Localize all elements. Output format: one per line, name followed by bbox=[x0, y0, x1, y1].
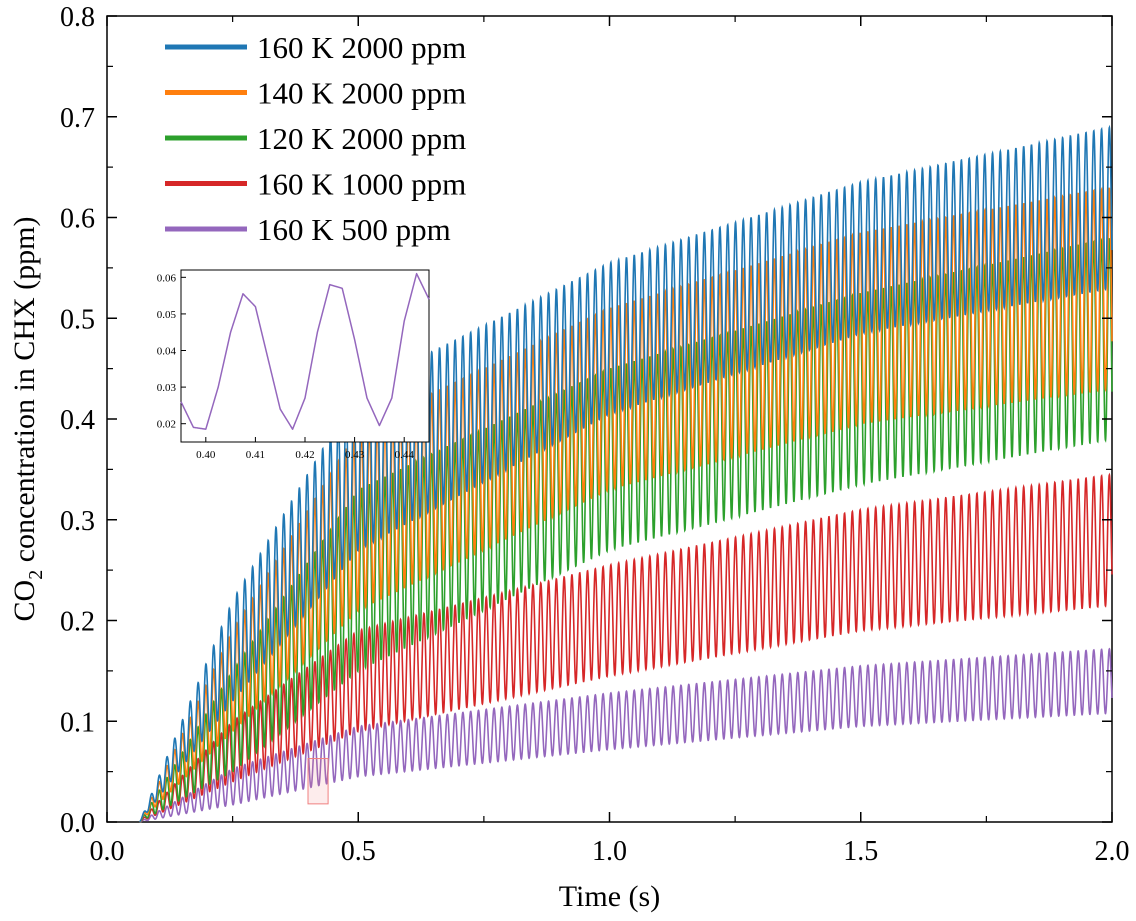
main-plot: 0.0 0.5 1.0 1.5 2.0 0.0 0.1 0.2 0.3 0.4 0.5 0.6 0.7 0… bbox=[60, 2, 1130, 867]
series-line bbox=[139, 237, 1113, 823]
series-line bbox=[139, 186, 1113, 823]
inset-y-tick-label: 0.06 bbox=[157, 272, 177, 284]
inset-axes-layer: 0.40 0.41 0.42 0.43 0.44 0.02 0.03 0.04 0.05 0.06 bbox=[157, 272, 415, 461]
legend-label: 120 K 2000 ppm bbox=[257, 121, 466, 156]
x-tick-label: 0.5 bbox=[341, 836, 376, 867]
y-tick-label: 0.2 bbox=[60, 607, 95, 638]
y-tick-label: 0.5 bbox=[60, 304, 95, 335]
x-tick-label: 1.5 bbox=[843, 836, 878, 867]
y-tick-label: 0.0 bbox=[60, 808, 95, 839]
legend-label: 160 K 2000 ppm bbox=[257, 30, 466, 65]
y-tick-label: 0.3 bbox=[60, 506, 95, 537]
legend-label: 140 K 2000 ppm bbox=[257, 76, 466, 111]
x-tick-label: 2.0 bbox=[1095, 836, 1130, 867]
x-tick-label: 1.0 bbox=[592, 836, 627, 867]
y-axis-label-rest: concentration in CHX (ppm) bbox=[8, 217, 41, 570]
inset-y-tick-label: 0.05 bbox=[157, 309, 177, 321]
inset-x-tick-label: 0.41 bbox=[246, 449, 265, 461]
inset-series-layer bbox=[180, 272, 430, 430]
legend-label: 160 K 1000 ppm bbox=[257, 167, 466, 202]
series-line bbox=[139, 472, 1113, 823]
y-tick-label: 0.7 bbox=[60, 103, 95, 134]
y-tick-label: 0.6 bbox=[60, 204, 95, 235]
y-tick-label: 0.1 bbox=[60, 707, 95, 738]
axes-layer: 0.0 0.5 1.0 1.5 2.0 0.0 0.1 0.2 0.3 0.4 0.5 0.6 0.7 0… bbox=[60, 2, 1130, 867]
inset-frame bbox=[180, 269, 430, 443]
zoom-highlight-box bbox=[307, 758, 329, 805]
y-tick-label: 0.4 bbox=[60, 405, 95, 436]
y-axis-label-main: CO bbox=[8, 580, 41, 622]
inset-plot: 0.40 0.41 0.42 0.43 0.44 0.02 0.03 0.04 0.05 0.06 bbox=[157, 269, 430, 461]
y-axis-label-subscript: 2 bbox=[25, 570, 47, 580]
inset-x-tick-label: 0.44 bbox=[395, 449, 415, 461]
series-line bbox=[139, 647, 1113, 823]
svg-text:CO2 concentration in CHX (ppm): CO2 concentration in CHX (ppm) bbox=[8, 217, 47, 622]
inset-y-tick-label: 0.03 bbox=[157, 382, 177, 394]
series-line bbox=[139, 124, 1113, 823]
legend: 160 K 2000 ppm 140 K 2000 ppm 120 K 2000 p… bbox=[165, 30, 466, 247]
inset-x-tick-label: 0.40 bbox=[196, 449, 216, 461]
inset-x-tick-label: 0.42 bbox=[295, 449, 314, 461]
x-axis-label: Time (s) bbox=[559, 880, 660, 913]
inset-y-tick-label: 0.02 bbox=[157, 419, 176, 431]
inset-series-line bbox=[180, 272, 430, 430]
inset-y-tick-label: 0.04 bbox=[157, 346, 177, 358]
x-tick-label: 0.0 bbox=[90, 836, 125, 867]
series-layer bbox=[139, 124, 1113, 823]
legend-label: 160 K 500 ppm bbox=[257, 212, 451, 247]
y-tick-label: 0.8 bbox=[60, 2, 95, 33]
y-axis-label: CO2 concentration in CHX (ppm) bbox=[8, 217, 47, 622]
inset-x-tick-label: 0.43 bbox=[345, 449, 365, 461]
